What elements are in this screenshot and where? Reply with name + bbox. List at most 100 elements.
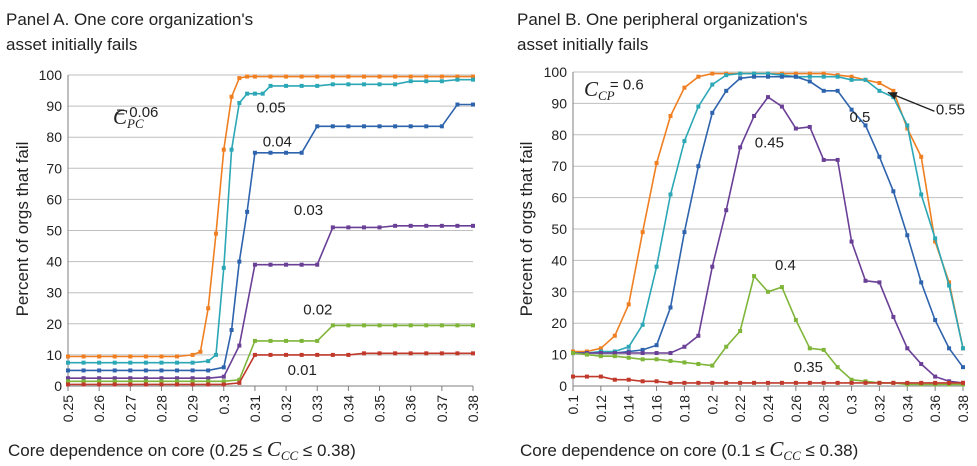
panel-b-data-point [766, 71, 770, 76]
panel-b-x-axis-label-tail: ≤ 0.38) [801, 441, 859, 460]
panel-a-data-point [439, 323, 444, 328]
panel-b-data-point [668, 351, 673, 356]
panel-a-series-label: 0.02 [303, 301, 332, 318]
panel-a-data-point [299, 352, 304, 357]
panel-a-data-point [471, 323, 475, 328]
panel-a-data-point [128, 382, 133, 387]
panel-b-data-point [793, 126, 798, 131]
panel-b-data-point [668, 192, 673, 197]
panel-a-data-point [393, 323, 398, 328]
panel-b-y-tick-label: 50 [551, 221, 567, 237]
panel-a-data-point [229, 94, 234, 99]
panel-a-y-tick-label: 70 [46, 160, 62, 176]
panel-b-series-0_55 [571, 71, 965, 356]
panel-a-data-point [112, 354, 117, 359]
panel-b-data-point [584, 374, 589, 379]
panel-b-data-point [626, 302, 631, 307]
panel-b-data-point [863, 278, 868, 283]
panel-b-data-point [835, 74, 840, 79]
panel-b-data-point [821, 71, 826, 76]
panel-a-data-point [455, 223, 460, 228]
panel-b-data-point [598, 374, 603, 379]
panel-b-data-point [947, 346, 952, 351]
panel-a-data-point [112, 368, 117, 373]
panel-a-data-point [455, 102, 460, 107]
panel-b-data-point [738, 76, 743, 81]
panel-a-data-point [393, 223, 398, 228]
panel-a-x-tick-label: 0.31 [247, 395, 263, 422]
panel-a-y-tick-label: 10 [46, 347, 62, 363]
panel-b-data-point [961, 365, 965, 370]
panel-b-data-point [793, 318, 798, 323]
panel-a-data-point [408, 74, 413, 79]
panel-a-data-point [377, 351, 382, 356]
panel-b-data-point [821, 380, 826, 385]
panel-a-data-point [315, 338, 320, 343]
panel-b-data-point [682, 85, 687, 90]
panel-a-data-point [221, 365, 226, 370]
panel-a-data-point [190, 379, 195, 384]
panel-a-data-point [66, 360, 70, 365]
panel-b-data-point [724, 344, 729, 349]
panel-b-data-point [821, 74, 826, 79]
panel-b-data-point [947, 380, 952, 385]
panel-b-data-point [793, 380, 798, 385]
panel-a-param-symbol: CPC [113, 105, 144, 131]
panel-a-data-point [252, 352, 257, 357]
panel-a-data-point [330, 323, 335, 328]
panel-b-data-point [919, 154, 924, 159]
panel-b-series-label: 0.4 [775, 257, 796, 274]
panel-a-data-point [252, 74, 257, 79]
panel-a-data-point [175, 382, 180, 387]
panel-a-x-axis-label-symbol: C [267, 437, 282, 461]
panel-a-data-point [175, 376, 180, 381]
panel-a-y-ticks: 0 10 20 30 40 50 60 70 80 90 100 [39, 67, 63, 394]
panel-a-data-point [346, 82, 351, 87]
panel-a-data-point [229, 147, 234, 152]
panel-b-data-point [654, 161, 659, 166]
panel-b-data-point [905, 346, 910, 351]
panel-a-data-point [112, 376, 117, 381]
panel-a-data-point [143, 379, 148, 384]
panel-b-data-point [779, 380, 784, 385]
panel-b-data-point [766, 380, 770, 385]
panel-b-data-point [612, 354, 617, 359]
panel-b-data-point [779, 104, 784, 109]
panel-a-x-tick-label: 0.33 [309, 395, 325, 422]
panel-b-data-point [640, 357, 645, 362]
panel-a-data-point [471, 351, 475, 356]
panel-b-data-point [877, 80, 882, 85]
panel-a-data-point [128, 368, 133, 373]
panel-b-series-0_35 [571, 374, 965, 385]
panel-a-data-point [97, 382, 102, 387]
panel-b-data-point [891, 380, 896, 385]
panel-a-data-point [315, 124, 320, 129]
panel-b-data-point [961, 346, 965, 351]
panel-a-y-tick-label: 0 [54, 378, 62, 394]
panel-a-data-point [408, 351, 413, 356]
panel-a-data-point [143, 376, 148, 381]
panel-b-data-point [849, 77, 854, 82]
panel-b-data-point [877, 280, 882, 285]
panel-a-data-point [361, 323, 366, 328]
panel-a-data-point [260, 91, 265, 96]
panel-b-y-tick-label: 90 [551, 95, 567, 111]
panel-a-data-point [299, 262, 304, 267]
panel-a-data-point [221, 147, 226, 152]
panel-a-data-point [439, 124, 444, 129]
panel-a-data-point [66, 354, 70, 359]
panel-a-y-axis-label: Percent of orgs that fail [13, 142, 32, 317]
panel-a-data-point [190, 352, 195, 357]
panel-a-data-point [175, 368, 180, 373]
panel-b-data-point [821, 347, 826, 352]
panel-a-x-axis-label: Core dependence on core (0.25 ≤ CCC ≤ 0.… [8, 437, 356, 463]
panel-a-x-tick-label: 0.26 [91, 395, 107, 422]
panel-a-data-point [198, 349, 203, 354]
panel-a-data-point [237, 343, 242, 348]
panel-a-data-point [268, 352, 273, 357]
panel-b-data-point [807, 346, 812, 351]
panel-a-data-point [346, 74, 351, 79]
panel-b-data-point [640, 347, 645, 352]
panel-b-series-label: 0.55 [936, 101, 965, 118]
panel-a-data-point [268, 262, 273, 267]
